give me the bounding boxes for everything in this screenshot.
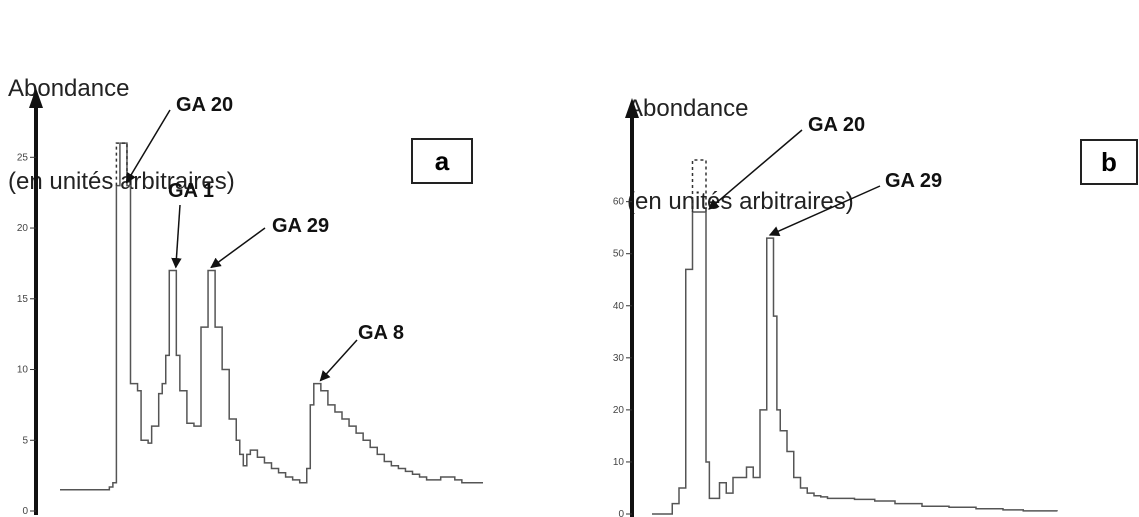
y-tick-label-b-40: 40 [613,301,625,312]
annotation-arrow-a-3 [319,339,358,382]
y-tick-label-a-15: 15 [17,294,29,305]
annotation-b-0: GA 20 [808,114,865,136]
annotation-arrow-a-2 [210,227,266,269]
annotation-arrow-a-0 [125,109,171,184]
series-line-a [60,142,483,491]
y-tick-label-b-20: 20 [613,405,625,416]
ylabel-b: Abondance (en unités arbitraires) [627,31,854,248]
y-tick-label-a-5: 5 [22,435,28,446]
y-tick-label-b-50: 50 [613,249,625,260]
clipped-peak-b [691,159,707,213]
y-axis-arrow-b [625,98,639,118]
series-line-b [652,211,1058,515]
annotation-arrow-a-1 [171,204,182,269]
y-tick-label-b-10: 10 [613,457,625,468]
chart-panel-b: 0 10 20 30 40 50 60 GA 20 GA 29 [613,98,1058,517]
clipped-peak-a [115,142,128,186]
y-tick-label-a-20: 20 [17,223,29,234]
annotation-a-2: GA 29 [272,215,329,237]
y-tick-label-b-0: 0 [618,509,624,517]
y-tick-label-b-30: 30 [613,353,625,364]
y-tick-label-a-10: 10 [17,365,29,376]
annotation-b-1: GA 29 [885,170,942,192]
panel-label-b: b [1080,139,1138,185]
y-tick-label-a-25: 25 [17,152,29,163]
y-axis-arrow-a [29,88,43,108]
annotation-arrow-b-1 [768,185,881,237]
annotation-a-1: GA 1 [168,180,214,202]
annotation-a-3: GA 8 [358,322,404,344]
ylabel-a-line1: Abondance [8,75,130,102]
annotation-arrow-b-0 [708,129,803,210]
ylabel-b-line2: (en unités arbitraires) [627,188,854,215]
y-tick-label-a-0: 0 [22,506,28,517]
chart-panel-a: 0 5 10 15 20 25 GA 20 GA 1 GA 29 GA 8 [17,88,483,517]
panel-label-a: a [411,138,473,184]
annotation-a-0: GA 20 [176,94,233,116]
ylabel-b-line1: Abondance [627,95,749,122]
y-tick-label-b-60: 60 [613,197,625,208]
